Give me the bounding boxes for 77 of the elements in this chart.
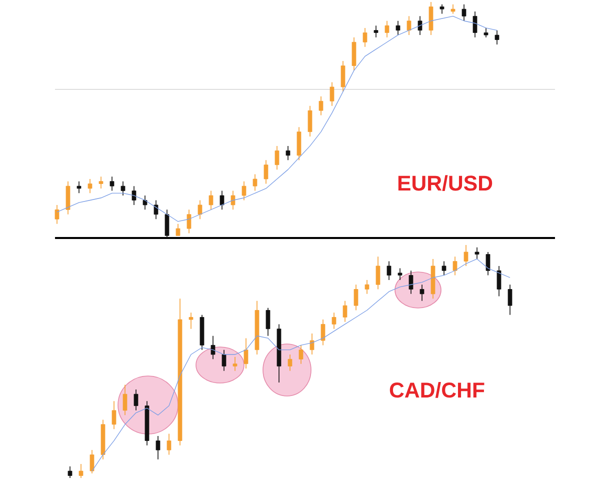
- candlestick: [210, 335, 216, 360]
- candlestick: [176, 223, 180, 236]
- candlestick: [386, 260, 392, 280]
- candlestick: [342, 300, 348, 322]
- candlestick: [352, 37, 356, 71]
- candlestick: [442, 260, 446, 276]
- candlestick: [484, 28, 488, 38]
- candlestick: [364, 280, 370, 294]
- candlestick: [232, 356, 238, 372]
- candlestick: [450, 4, 456, 14]
- candlestick: [98, 176, 104, 189]
- candlestick: [244, 338, 248, 369]
- candlestick: [428, 2, 434, 36]
- candlestick: [318, 96, 324, 116]
- candlestick: [54, 204, 60, 224]
- candlestick: [90, 450, 94, 474]
- candlestick: [406, 16, 412, 36]
- candlestick: [198, 200, 202, 220]
- candlestick: [274, 146, 280, 170]
- candlestick: [166, 433, 172, 456]
- candlestick: [474, 246, 480, 260]
- candlestick: [418, 16, 422, 36]
- candlestick: [156, 436, 160, 460]
- candlestick: [332, 312, 336, 330]
- candlestick: [164, 209, 170, 238]
- candlestick: [384, 20, 390, 38]
- candlestick: [440, 4, 444, 14]
- candlestick: [464, 244, 468, 266]
- candlestick: [264, 160, 268, 184]
- candlestick: [230, 190, 236, 210]
- candlestick: [68, 466, 72, 478]
- candlestick: [134, 389, 138, 411]
- candlestick: [122, 384, 128, 416]
- candlestick: [496, 266, 502, 297]
- candlestick: [374, 25, 378, 38]
- candlestick: [420, 284, 424, 302]
- candlestick: [486, 252, 490, 276]
- candlestick: [266, 308, 270, 336]
- candlestick: [298, 344, 304, 364]
- candlestick: [88, 178, 92, 194]
- candlestick: [452, 256, 458, 276]
- candlestick: [320, 319, 326, 346]
- candlestick: [308, 105, 312, 137]
- candlestick: [112, 400, 116, 430]
- text: CAD/CHF: [390, 382, 484, 398]
- candlestick: [508, 284, 512, 316]
- candlestick: [188, 312, 194, 330]
- candlestick: [376, 256, 380, 290]
- candlestick: [78, 464, 84, 478]
- candlestick: [340, 60, 346, 92]
- candlestick: [408, 270, 414, 294]
- candlestick: [330, 82, 334, 106]
- candlestick: [132, 186, 136, 206]
- candlestick: [310, 333, 314, 355]
- candlestick: [186, 209, 192, 234]
- candlestick: [296, 126, 302, 161]
- candlestick: [76, 180, 82, 194]
- candlestick: [142, 195, 148, 210]
- candlestick: [66, 180, 70, 215]
- candlestick: [462, 4, 466, 22]
- text: EUR/USD: [398, 175, 492, 191]
- candlestick: [472, 11, 478, 38]
- candlestick: [222, 349, 226, 372]
- candlestick: [354, 284, 358, 311]
- candlestick: [252, 174, 258, 192]
- candlestick: [396, 20, 400, 36]
- candlestick: [494, 30, 500, 45]
- candlestick: [242, 180, 246, 201]
- candlestick: [220, 190, 224, 210]
- candlestick: [154, 200, 158, 220]
- candlestick: [288, 354, 292, 372]
- candlestick: [286, 146, 290, 161]
- candlestick: [110, 176, 114, 192]
- candlestick: [398, 268, 402, 280]
- candlestick: [120, 180, 126, 196]
- candlestick: [208, 190, 214, 210]
- candlestick: [362, 28, 368, 48]
